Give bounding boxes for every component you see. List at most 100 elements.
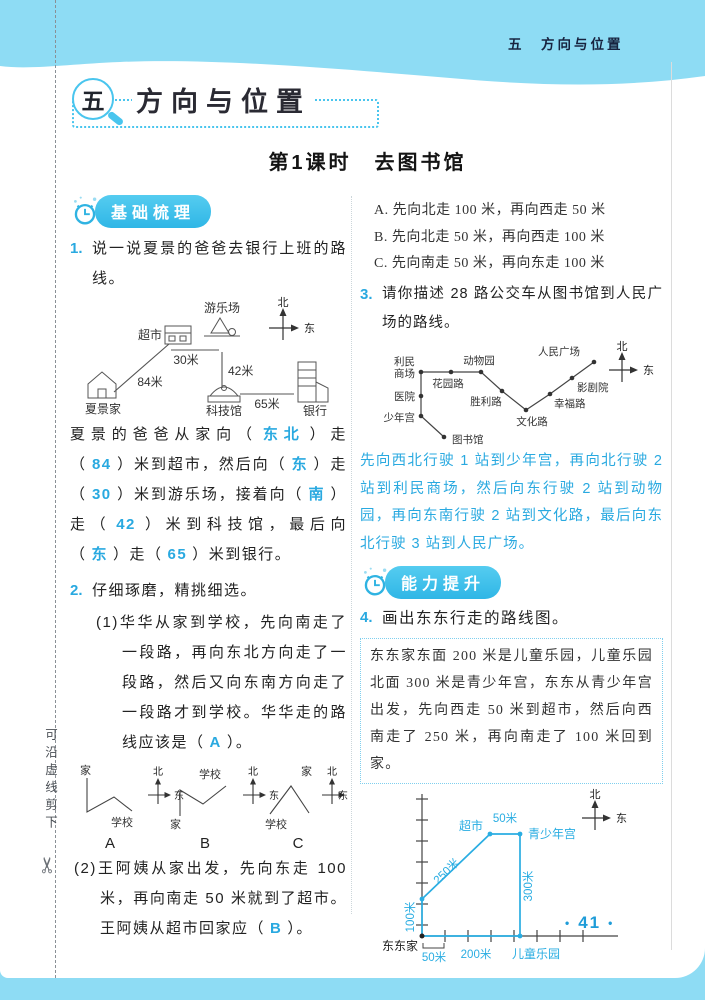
blank-answer: 南 [308, 486, 326, 503]
chapter-number: 五 [81, 88, 105, 114]
text-seg: ）。 [226, 734, 253, 751]
q4-compass [582, 800, 611, 831]
text-seg: ）走（ [113, 546, 163, 563]
optA-label: A [105, 835, 115, 852]
q4-compass-north: 北 [590, 788, 601, 801]
q4-label-50m-top: 50米 [493, 812, 518, 825]
question-4-number: 4. [360, 609, 373, 627]
optC-north: 北 [327, 766, 337, 778]
q2-option-diagrams: 家 学校 北 东 A 家 学校 北 东 B 学校 家 [80, 763, 348, 852]
section-advance: 能力提升 [360, 565, 663, 599]
q4-label-100m: 100米 [404, 902, 417, 933]
bracket-50m [422, 943, 445, 949]
header-unit-title: 五 方向与位置 [508, 37, 624, 52]
section-basic-label: 基础梳理 [95, 194, 212, 228]
question-2-sub1: (1)华华从家到学校，先向南走了一段路，再向东北方向走了一段路，然后又向东南方向… [96, 608, 347, 758]
q1-label-bank: 银行 [303, 404, 327, 416]
stop-culture: 文化路 [516, 415, 548, 428]
optA-east: 东 [174, 789, 184, 802]
optC-compass [322, 778, 345, 804]
cut-dashed-line [55, 0, 56, 978]
stop-garden: 花园路 [432, 377, 464, 390]
page-number: • 41 • [565, 913, 614, 933]
stop-zoo: 动物园 [463, 354, 495, 367]
optB-east: 东 [269, 789, 279, 802]
text-seg: ）走（ [70, 486, 347, 533]
q1-label-d30: 30米 [173, 353, 198, 367]
lesson-title: 第1课时 去图书馆 [268, 152, 467, 174]
page-number-dot: • [565, 916, 572, 930]
blank-answer: 42 [116, 516, 136, 533]
top-wave-band [0, 0, 705, 85]
text-seg: ）米到科技馆，最后向（ [70, 516, 347, 563]
choice-c: C. 先向南走 50 米，再向东走 100 米 [374, 256, 605, 272]
q4-label-50m-bottom: 50米 [422, 951, 447, 964]
text-seg: 华华从家到学校，先向南走了一段路，再向东北方向走了一段路，然后又向东南方向走了一… [118, 614, 347, 751]
q3-compass [609, 351, 638, 382]
optA-school: 学校 [111, 815, 133, 829]
question-2-number: 2. [70, 582, 83, 599]
question-3-prompt: 请你描述 28 路公交车从图书馆到人民广场的路线。 [382, 285, 663, 331]
question-1-number: 1. [70, 240, 83, 257]
cut-note: 可沿虚线剪下 [43, 728, 57, 833]
blank-answer: 30 [91, 486, 112, 503]
market-icon [164, 325, 192, 345]
text-seg: ）米到银行。 [192, 546, 292, 563]
q1-fill-text: 夏景的爸爸从家向（ 东北 ）走（ 84 ）米到超市，然后向（东）走（ 30 ）米到游乐场，接… [70, 420, 347, 570]
optB-north: 北 [248, 766, 258, 778]
q1-label-d42: 42米 [228, 364, 253, 378]
blank-answer: 东 [91, 546, 109, 563]
q4-label-home: 东东家 [382, 938, 418, 953]
optB-route [179, 785, 227, 816]
section-advance-label: 能力提升 [385, 565, 502, 599]
walking-route [421, 833, 521, 938]
text-seg: 夏景的爸爸从家向（ [70, 426, 258, 443]
q1-label-science: 科技馆 [206, 403, 242, 416]
q3-bus-route-map: 利民 商场 医院 少年宫 图书馆 花园路 动物园 胜利路 文化路 幸福路 影剧院… [384, 340, 655, 446]
optB-compass [243, 778, 266, 804]
science-icon [207, 385, 241, 403]
optB-school: 学校 [199, 767, 221, 781]
text-seg: ）走（ [70, 426, 347, 473]
q4-label-youth: 青少年宫 [528, 826, 576, 841]
column-divider [351, 196, 352, 914]
q4-compass-east: 东 [616, 812, 627, 825]
q2-choices: A. 先向北走 100 米，再向西走 50 米 B. 先向北走 50 米，再向西… [360, 198, 663, 278]
optC-east: 东 [338, 789, 348, 802]
page-number-value: 41 [578, 913, 602, 932]
q1-label-park: 游乐场 [204, 301, 240, 315]
optC-home: 家 [301, 764, 312, 778]
stop-theater: 影剧院 [577, 381, 609, 394]
stop-hospital: 医院 [394, 390, 415, 403]
blank-answer: B [270, 920, 283, 937]
text-seg: ）走（ [70, 456, 347, 503]
q1-label-home: 夏景家 [85, 401, 121, 416]
page-number-dot: • [608, 916, 615, 930]
question-4-prompt: 画出东东行走的路线图。 [382, 610, 570, 628]
chapter-title: 方向与位置 [132, 86, 315, 117]
question-1-prompt: 说一说夏景的爸爸去银行上班的路线。 [92, 240, 347, 287]
optB-label: B [200, 835, 210, 852]
q3-compass-east: 东 [643, 364, 654, 377]
q1-route-map: 北 东 [85, 296, 329, 416]
optA-home: 家 [80, 763, 91, 777]
choice-a: A. 先向北走 100 米，再向西走 50 米 [374, 203, 606, 218]
route-points [419, 832, 523, 939]
stop-limin-1: 利民 [394, 356, 415, 368]
stop-youth: 少年宫 [384, 411, 416, 424]
page-edge-line [671, 62, 672, 950]
bank-icon [297, 361, 329, 403]
stop-happy: 幸福路 [554, 397, 586, 410]
q1-compass-east: 东 [304, 322, 315, 335]
text-seg: 王阿姨从家出发，先向东走 100 米，再向南走 50 米就到了超市。王阿姨从超市… [96, 860, 347, 937]
blank-answer: 东北 [262, 426, 305, 443]
question-3-number: 3. [360, 285, 373, 303]
q4-label-200m: 200米 [461, 948, 492, 961]
clock-icon [74, 196, 97, 225]
q4-label-250m: 250米 [431, 856, 462, 887]
q4-label-market: 超市 [459, 818, 483, 833]
q3-compass-north: 北 [617, 340, 628, 353]
stop-square: 人民广场 [538, 345, 580, 358]
bus-stops [418, 359, 597, 440]
magnifier-icon: 五 [72, 78, 125, 127]
